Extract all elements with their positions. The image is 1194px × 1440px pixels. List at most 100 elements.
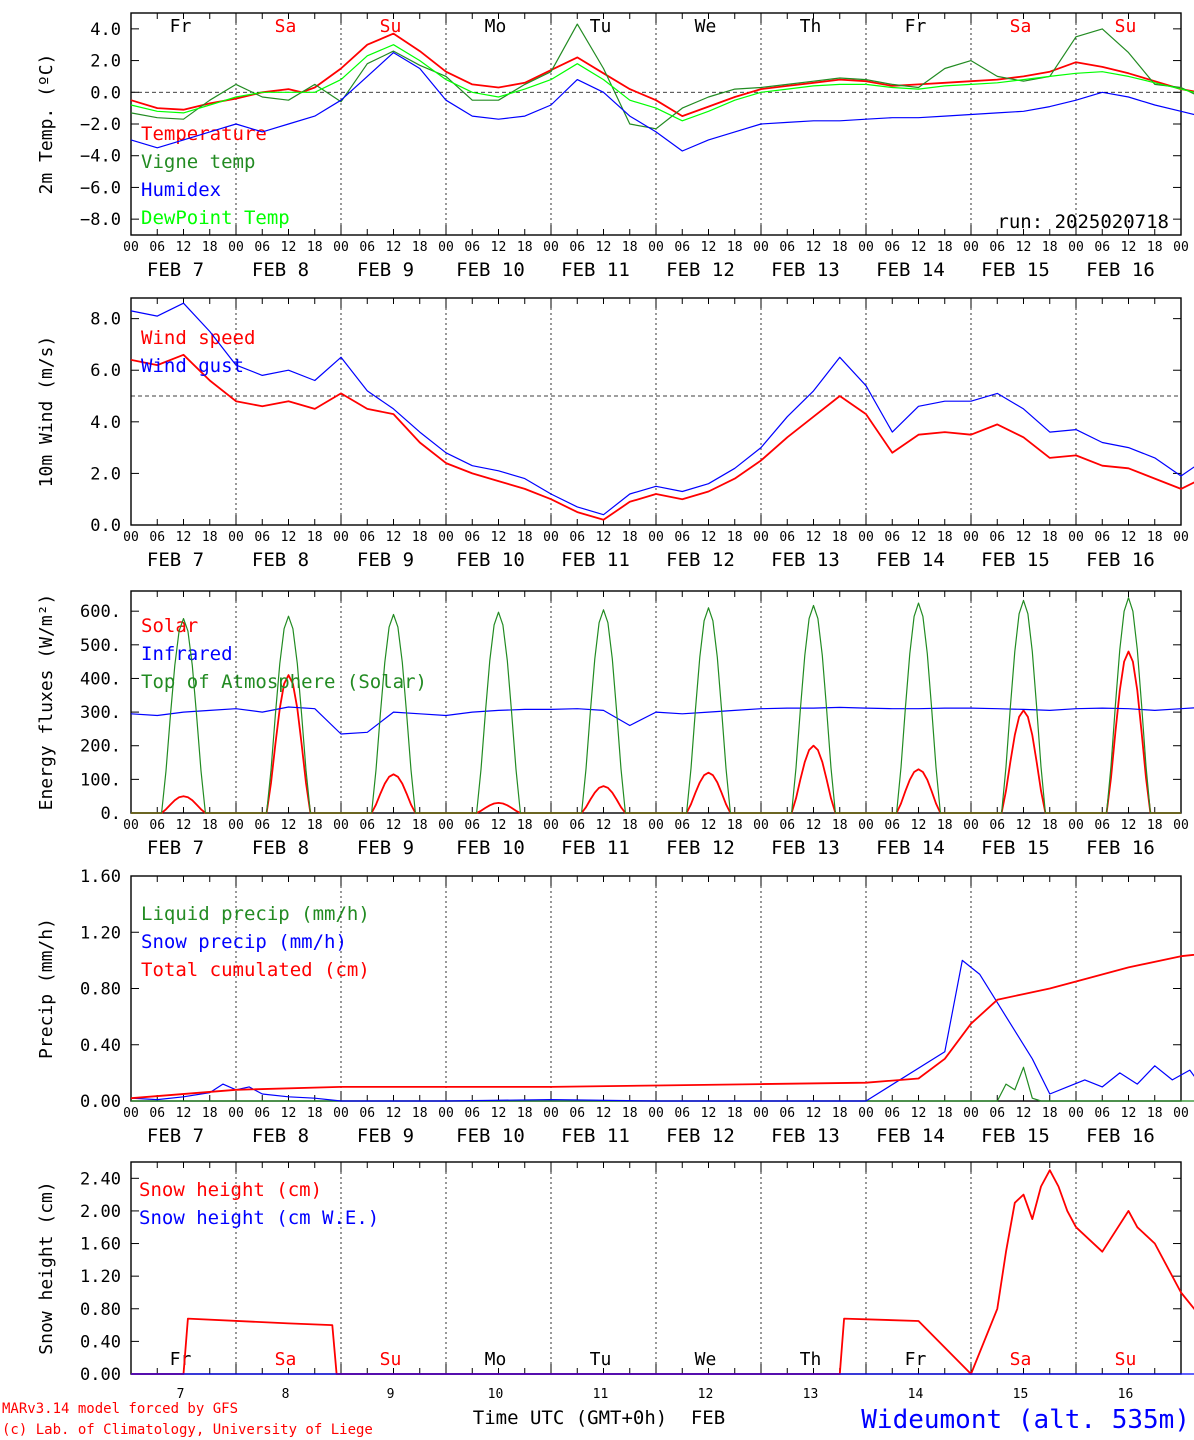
x-hour-label: 12	[491, 530, 507, 545]
y-tick-label: 0.00	[80, 1092, 121, 1112]
weekday-label: Sa	[275, 16, 297, 37]
legend-entry: Total cumulated (cm)	[141, 959, 370, 981]
day-number-label: 11	[593, 1387, 609, 1402]
x-date-label: FEB 11	[561, 259, 630, 281]
x-hour-label: 00	[1068, 818, 1084, 833]
x-hour-label: 18	[412, 1106, 428, 1121]
y-tick-label: 0.80	[80, 1300, 121, 1320]
y-tick-label: 1.20	[80, 923, 121, 943]
day-number-label: 12	[698, 1387, 714, 1402]
weekday-label: Tu	[590, 1349, 612, 1370]
y-tick-label: 4.0	[90, 20, 121, 40]
day-number-label: 16	[1118, 1387, 1134, 1402]
weekday-label: Tu	[590, 16, 612, 37]
x-date-label: FEB 14	[876, 837, 945, 859]
x-hour-label: 18	[622, 1106, 638, 1121]
y-axis-label: 10m Wind (m/s)	[36, 336, 57, 488]
x-hour-label: 18	[727, 818, 743, 833]
x-hour-label: 18	[937, 530, 953, 545]
legend-entry: Wind gust	[141, 355, 244, 377]
x-date-label: FEB 15	[981, 259, 1050, 281]
x-hour-label: 00	[963, 818, 979, 833]
series-line	[130, 51, 1194, 152]
x-hour-label: 00	[963, 530, 979, 545]
x-hour-label: 18	[1042, 530, 1058, 545]
day-number-label: 10	[488, 1387, 504, 1402]
series-line	[130, 23, 1194, 130]
y-tick-label: 1.60	[80, 1235, 121, 1255]
x-date-label: FEB 16	[1086, 837, 1155, 859]
y-tick-label: 0.	[101, 804, 121, 824]
y-tick-label: 0.40	[80, 1332, 121, 1352]
x-date-label: FEB 14	[876, 549, 945, 571]
x-hour-label: 12	[596, 818, 612, 833]
y-axis-label: Precip (mm/h)	[36, 918, 57, 1059]
x-hour-label: 06	[254, 1106, 270, 1121]
x-hour-label: 00	[858, 530, 874, 545]
x-date-label: FEB 7	[147, 837, 204, 859]
x-hour-label: 00	[1068, 1106, 1084, 1121]
x-date-label: FEB 10	[456, 549, 525, 571]
x-hour-label: 18	[517, 1106, 533, 1121]
x-hour-label: 06	[884, 240, 900, 255]
weekday-label: Mo	[485, 16, 507, 37]
x-date-label: FEB 9	[357, 259, 414, 281]
x-date-label: FEB 8	[252, 1125, 309, 1147]
y-tick-label: 0.80	[80, 980, 121, 1000]
y-tick-label: 300.	[80, 703, 121, 723]
day-number-label: 14	[908, 1387, 924, 1402]
panel-1: 4.0 2.0 0.0 −2.0 −4.0 −6.0 −8.0 2m Temp. (ºC) 00…	[36, 12, 1194, 281]
x-hour-label: 06	[1094, 818, 1110, 833]
x-date-label: FEB 13	[771, 549, 840, 571]
series-line	[131, 597, 1181, 814]
x-hour-label: 00	[1173, 530, 1189, 545]
x-hour-label: 00	[648, 530, 664, 545]
weekday-label: Fr	[905, 16, 927, 37]
x-date-label: FEB 13	[771, 259, 840, 281]
day-number-label: 8	[282, 1387, 290, 1402]
legend-entry: Wind speed	[141, 327, 255, 349]
x-hour-label: 00	[753, 818, 769, 833]
plot-frame	[130, 297, 1182, 526]
weekday-label: Sa	[275, 1349, 297, 1370]
legend-entry: Snow height (cm W.E.)	[139, 1207, 379, 1229]
x-hour-label: 00	[333, 530, 349, 545]
x-hour-label: 18	[1147, 240, 1163, 255]
x-date-label: FEB 7	[147, 1125, 204, 1147]
x-hour-label: 12	[176, 240, 192, 255]
x-hour-label: 06	[149, 530, 165, 545]
x-date-label: FEB 10	[456, 259, 525, 281]
credit-line-1: MARv3.14 model forced by GFS	[2, 1401, 238, 1417]
x-hour-label: 12	[281, 530, 297, 545]
x-hour-label: 00	[648, 1106, 664, 1121]
x-hour-label: 12	[1121, 1106, 1137, 1121]
x-date-label: FEB 12	[666, 1125, 735, 1147]
x-hour-label: 12	[176, 1106, 192, 1121]
weekday-label: We	[695, 16, 717, 37]
legend-entry: Top of Atmosphere (Solar)	[141, 671, 427, 693]
x-hour-label: 00	[963, 240, 979, 255]
x-hour-label: 12	[911, 240, 927, 255]
panel-2: 8.0 6.0 4.0 2.0 0.0 10m Wind (m/s) 00 06 12 18 00 0…	[36, 297, 1194, 571]
legend-entry: Solar	[141, 615, 198, 637]
x-date-label: FEB 15	[981, 1125, 1050, 1147]
x-hour-label: 06	[674, 530, 690, 545]
x-hour-label: 18	[622, 530, 638, 545]
y-tick-label: 2.40	[80, 1169, 121, 1189]
x-hour-label: 06	[674, 818, 690, 833]
x-hour-label: 12	[491, 1106, 507, 1121]
y-tick-label: 8.0	[90, 310, 121, 330]
x-hour-label: 00	[858, 818, 874, 833]
x-hour-label: 12	[281, 240, 297, 255]
x-hour-label: 18	[517, 530, 533, 545]
x-hour-label: 12	[1016, 530, 1032, 545]
x-hour-label: 18	[202, 240, 218, 255]
time-axis-label: Time UTC (GMT+0h)	[473, 1407, 667, 1429]
x-hour-label: 12	[281, 1106, 297, 1121]
weekday-label: Mo	[485, 1349, 507, 1370]
weekday-label: Su	[1115, 1349, 1137, 1370]
x-hour-label: 00	[123, 818, 139, 833]
weekday-label: Sa	[1010, 16, 1032, 37]
x-hour-label: 12	[806, 818, 822, 833]
